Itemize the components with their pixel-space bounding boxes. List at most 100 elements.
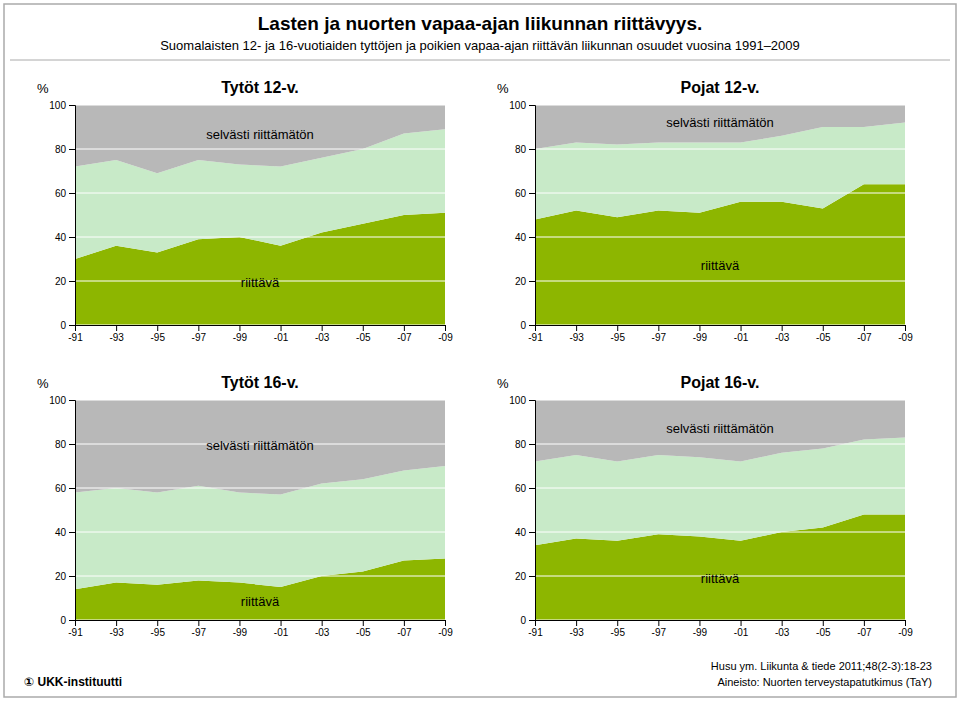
title: Lasten ja nuorten vapaa-ajan liikunnan r… (258, 13, 703, 34)
area-label: riittävä (241, 275, 280, 290)
tick: -01 (274, 325, 289, 343)
tick-mark (658, 620, 659, 626)
area (75, 129, 445, 259)
tick-mark (445, 325, 446, 331)
tick-label: 100 (509, 395, 526, 406)
chart-root: Lasten ja nuorten vapaa-ajan liikunnan r… (0, 0, 960, 701)
tick-mark (157, 620, 158, 626)
tick-mark (864, 325, 865, 331)
panel-title: Pojat 16-v. (681, 374, 760, 391)
tick: -97 (652, 325, 667, 343)
tick-mark (363, 620, 364, 626)
tick: 20 (55, 276, 75, 287)
tick: -97 (192, 620, 207, 638)
tick: 80 (515, 144, 535, 155)
axis-line (76, 326, 446, 332)
y-axis: 020406080100 (509, 100, 535, 331)
tick-label: 0 (520, 615, 526, 626)
tick-mark (529, 576, 535, 577)
tick-label: 80 (55, 144, 67, 155)
tick: -05 (816, 325, 831, 343)
tick-mark (617, 325, 618, 331)
x-axis: -91-93-95-97-99-01-03-05-07-09 (528, 325, 913, 343)
tick-label: -09 (438, 627, 453, 638)
tick-label: 60 (55, 483, 67, 494)
tick-mark (529, 532, 535, 533)
tick: 80 (515, 439, 535, 450)
tick-mark (529, 237, 535, 238)
tick: 100 (49, 100, 75, 111)
tick-label: -99 (233, 627, 248, 638)
tick: -05 (356, 325, 371, 343)
tick: -07 (857, 620, 872, 638)
axis-line (536, 326, 906, 332)
tick: -09 (898, 325, 913, 343)
area (75, 400, 445, 495)
tick: 100 (49, 395, 75, 406)
grid-line (535, 400, 905, 401)
tick-label: -93 (109, 627, 124, 638)
tick-mark (322, 620, 323, 626)
tick-mark (823, 620, 824, 626)
tick-mark (69, 576, 75, 577)
tick: -03 (775, 325, 790, 343)
tick: 40 (515, 232, 535, 243)
tick-mark (535, 325, 536, 331)
tick: -95 (150, 620, 165, 638)
border (4, 4, 956, 697)
grid-line (535, 488, 905, 489)
grid-line (75, 105, 445, 106)
panel-title: Tytöt 16-v. (221, 374, 299, 391)
tick-label: -91 (528, 627, 543, 638)
tick-label: 0 (520, 320, 526, 331)
tick: -99 (693, 325, 708, 343)
tick: 100 (509, 395, 535, 406)
tick-label: -05 (816, 332, 831, 343)
tick: -99 (693, 620, 708, 638)
y-axis: 020406080100 (509, 395, 535, 626)
tick-label: 100 (509, 100, 526, 111)
tick-mark (576, 620, 577, 626)
tick-label: -01 (734, 627, 749, 638)
tick: 100 (509, 100, 535, 111)
tick-mark (529, 325, 535, 326)
grid-line (535, 237, 905, 238)
tick-label: -95 (610, 627, 625, 638)
tick: 0 (60, 320, 75, 331)
tick-label: -99 (693, 627, 708, 638)
plot-area (75, 400, 445, 620)
tick-mark (782, 325, 783, 331)
area (535, 105, 905, 149)
tick-label: -03 (775, 332, 790, 343)
axis-line (536, 621, 906, 627)
tick-mark (322, 325, 323, 331)
tick-label: -97 (192, 627, 207, 638)
axis-line (69, 106, 76, 326)
tick: -93 (109, 325, 124, 343)
tick: -01 (734, 325, 749, 343)
tick: -07 (857, 325, 872, 343)
tick-label: 100 (49, 395, 66, 406)
grid-line (75, 620, 445, 621)
tick-mark (239, 620, 240, 626)
tick-mark (281, 325, 282, 331)
tick-mark (69, 105, 75, 106)
tick-mark (529, 488, 535, 489)
area-label: selvästi riittämätön (206, 127, 314, 142)
tick-mark (529, 400, 535, 401)
panel-title: Pojat 12-v. (681, 79, 760, 96)
grid-line (535, 105, 905, 106)
tick: 40 (55, 232, 75, 243)
grid-line (535, 532, 905, 533)
plot-area (535, 105, 905, 325)
tick-label: 0 (60, 320, 66, 331)
tick-label: -93 (109, 332, 124, 343)
tick-mark (69, 532, 75, 533)
tick: 60 (55, 188, 75, 199)
y-label: % (37, 376, 49, 391)
x-axis: -91-93-95-97-99-01-03-05-07-09 (68, 325, 453, 343)
tick: 60 (515, 483, 535, 494)
tick-label: 0 (60, 615, 66, 626)
tick-label: -09 (438, 332, 453, 343)
tick-mark (69, 488, 75, 489)
